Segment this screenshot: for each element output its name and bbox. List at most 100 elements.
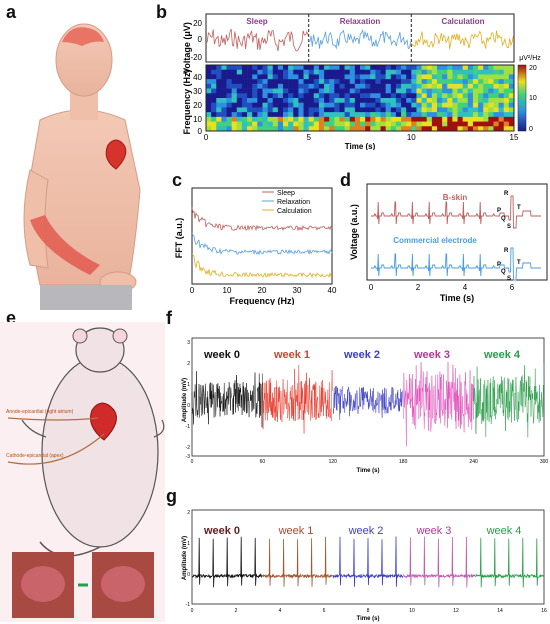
b-heat-cell xyxy=(283,65,289,71)
b-heat-cell xyxy=(370,121,376,127)
d-series-bskin: B-skin xyxy=(443,193,468,202)
b-heat-cell xyxy=(334,79,340,85)
b-heat-cell xyxy=(318,126,325,132)
g-xtick-14: 14 xyxy=(497,608,503,614)
b-heat-cell xyxy=(334,102,340,108)
b-heat-cell xyxy=(503,88,510,94)
b-heat-cell xyxy=(360,112,366,118)
b-heat-cell xyxy=(211,83,217,89)
b-heat-cell xyxy=(293,112,299,118)
b-heat-cell xyxy=(395,121,402,127)
b-heat-cell xyxy=(216,98,222,104)
b-heat-cell xyxy=(288,93,294,99)
b-heat-cell xyxy=(226,74,232,80)
b-heat-cell xyxy=(416,121,422,127)
b-heat-cell xyxy=(467,112,474,118)
b-heat-cell xyxy=(313,74,320,80)
b-heat-cell xyxy=(334,121,340,127)
b-heat-cell xyxy=(370,112,376,118)
b-heat-cell xyxy=(324,112,330,118)
b-heat-cell xyxy=(324,102,330,108)
b-heat-cell xyxy=(498,112,505,118)
b-trace-1 xyxy=(308,28,412,50)
b-heat-cell xyxy=(324,65,330,71)
c-xtick-10: 10 xyxy=(223,286,232,295)
b-heat-cell xyxy=(370,74,376,80)
b-heat-cell xyxy=(457,93,463,99)
b-heat-cell xyxy=(467,126,474,132)
b-heat-cell xyxy=(360,74,366,80)
chart-f-weekly: Amplitude (mV) 3 2 1 0 -1 -2 -3 week 0 w… xyxy=(182,337,548,474)
b-heat-cell xyxy=(272,88,279,94)
brain-icon xyxy=(62,27,104,46)
b-heat-cell xyxy=(385,83,392,89)
b-heat-cell xyxy=(206,116,212,122)
b-heat-cell xyxy=(206,93,212,99)
b-heat-cell xyxy=(503,98,510,104)
b-heat-cell xyxy=(365,116,371,122)
b-heat-cell xyxy=(390,107,397,113)
b-heat-cell xyxy=(283,88,289,94)
b-heat-cell xyxy=(467,93,474,99)
b-heat-cell xyxy=(252,107,258,113)
b-heat-cell xyxy=(411,126,417,132)
b-heat-cell xyxy=(457,79,463,85)
b-heat-cell xyxy=(339,126,345,132)
b-heat-cell xyxy=(503,69,510,75)
b-heat-cell xyxy=(457,107,463,113)
b-heat-cell xyxy=(303,98,309,104)
b-heat-cell xyxy=(498,74,505,80)
b-heat-cell xyxy=(272,74,279,80)
b-heat-cell xyxy=(426,98,433,104)
b-heat-cell xyxy=(354,116,361,122)
b-heat-cell xyxy=(411,88,417,94)
b-heat-cell xyxy=(472,98,479,104)
b-heat-cell xyxy=(354,88,361,94)
d-wave-q-top: Q xyxy=(501,216,506,222)
b-heat-cell xyxy=(334,88,340,94)
b-heat-cell xyxy=(488,102,494,108)
b-heat-cell xyxy=(241,121,248,127)
b-heat-cell xyxy=(447,98,453,104)
b-heat-cell xyxy=(478,107,484,113)
g-trace-week4 xyxy=(473,537,544,588)
b-heat-cell xyxy=(375,93,381,99)
d-xtick-2: 2 xyxy=(416,283,421,292)
b-heat-cell xyxy=(426,69,433,75)
b-heat-cell xyxy=(349,83,356,89)
b-heat-cell xyxy=(283,126,289,132)
b-heat-cell xyxy=(308,74,315,80)
b-heat-cell xyxy=(401,83,407,89)
b-heat-cell xyxy=(344,98,351,104)
b-heat-cell xyxy=(488,88,494,94)
b-heat-cell xyxy=(293,98,299,104)
d-xlabel: Time (s) xyxy=(440,293,474,303)
g-trace-week3 xyxy=(402,536,474,588)
b-heat-cell xyxy=(231,69,238,75)
b-heat-cell xyxy=(247,65,253,71)
b-heat-cell xyxy=(472,112,479,118)
b-heat-cell xyxy=(257,126,263,132)
f-week3: week 3 xyxy=(413,349,450,361)
b-heat-cell xyxy=(252,126,258,132)
b-heat-cell xyxy=(360,79,366,85)
b-heat-cell xyxy=(283,79,289,85)
b-heat-cell xyxy=(231,93,238,99)
rat-surgery-photos xyxy=(12,552,154,618)
b-heat-cell xyxy=(211,98,217,104)
b-heat-cell xyxy=(380,112,386,118)
b-heat-cell xyxy=(252,83,258,89)
b-heat-cell xyxy=(262,88,268,94)
d-wave-s-bot: S xyxy=(507,276,511,282)
b-heat-cell xyxy=(206,88,212,94)
b-heat-cell xyxy=(288,121,294,127)
b-heat-cell xyxy=(277,102,284,108)
b-heat-cell xyxy=(262,107,268,113)
b-heat-cell xyxy=(442,93,448,99)
b-heat-cell xyxy=(442,102,448,108)
b-heat-cell xyxy=(437,98,443,104)
b-heat-cell xyxy=(257,79,263,85)
b-xtick-15: 15 xyxy=(510,133,519,142)
b-heat-cell xyxy=(247,79,253,85)
b-heat-cell xyxy=(452,69,458,75)
